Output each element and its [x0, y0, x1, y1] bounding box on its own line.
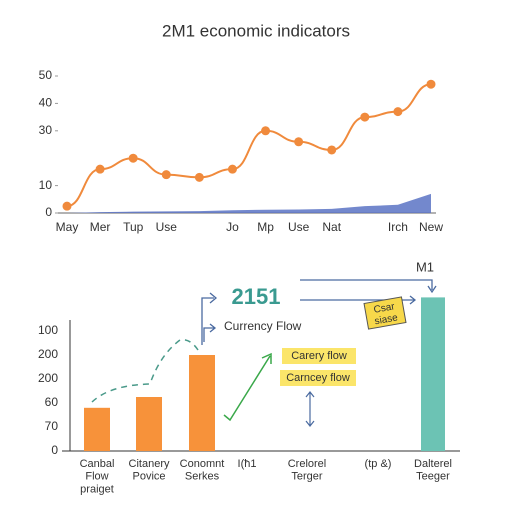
y-tick-label: 100	[38, 323, 58, 337]
dashed-trend	[91, 338, 199, 403]
note-box	[282, 348, 356, 364]
x-tick-label: Use	[288, 220, 310, 234]
bar	[136, 397, 162, 451]
point	[227, 164, 237, 174]
annotation: Csarsiase	[372, 301, 399, 327]
x-tick-label: Use	[156, 220, 178, 234]
y-tick-label: 10	[39, 178, 53, 192]
annotation: Carncey flow	[286, 372, 350, 384]
point	[393, 107, 403, 117]
point	[327, 145, 337, 155]
line	[66, 83, 432, 208]
point	[360, 112, 370, 122]
y-tick-label: 40	[39, 96, 53, 110]
y-tick-label: 50	[39, 68, 53, 82]
arrow	[201, 292, 218, 345]
point	[161, 170, 171, 180]
x-tick-label: Jo	[226, 220, 239, 234]
x-tick-label: New	[419, 220, 443, 234]
x-tick-label: Crelorel Terger	[288, 458, 327, 483]
x-tick-label: Mer	[90, 220, 111, 234]
point	[95, 164, 105, 174]
title: 2M1 economic indicators	[162, 21, 350, 40]
point	[426, 79, 436, 89]
point	[128, 153, 138, 163]
point	[62, 201, 72, 211]
arrow	[300, 279, 437, 294]
point	[194, 172, 204, 182]
note-box	[280, 370, 356, 386]
point	[261, 126, 271, 136]
annotation: M1	[416, 259, 434, 274]
x-tick-label: Nat	[322, 220, 341, 234]
x-tick-label: Citanery Povice	[129, 458, 170, 483]
y-tick-label: 30	[39, 123, 53, 137]
point	[294, 137, 304, 147]
annotation: Currency Flow	[224, 319, 302, 333]
y-tick-label: 200	[38, 371, 58, 385]
y-tick-label: 0	[51, 443, 58, 457]
y-tick-label: 0	[45, 205, 52, 219]
x-tick-label: Dalterel Teeger	[414, 458, 452, 483]
annotation: 2151	[232, 284, 281, 309]
area	[67, 193, 431, 213]
sticky-note	[363, 296, 407, 330]
x-tick-label: Irch	[388, 220, 408, 234]
y-tick-label: 60	[45, 395, 59, 409]
x-tick-label: Canbal Flow praiget	[80, 458, 115, 495]
bar	[421, 297, 445, 451]
y-tick-label: 70	[45, 419, 59, 433]
arrow	[305, 391, 315, 427]
x-tick-label: Tup	[123, 220, 144, 234]
x-tick-label: (tp &)	[365, 458, 392, 470]
x-tick-label: Mp	[257, 220, 274, 234]
x-tick-label: May	[56, 220, 79, 234]
arrow	[223, 352, 272, 422]
x-tick-label: I(ħ1	[238, 458, 257, 470]
bar	[84, 407, 110, 451]
arrow	[203, 323, 217, 342]
annotation: Carery flow	[291, 350, 347, 362]
x-tick-label: Conomnt Serkes	[180, 458, 225, 483]
y-tick-label: 200	[38, 347, 58, 361]
bar	[189, 355, 215, 451]
